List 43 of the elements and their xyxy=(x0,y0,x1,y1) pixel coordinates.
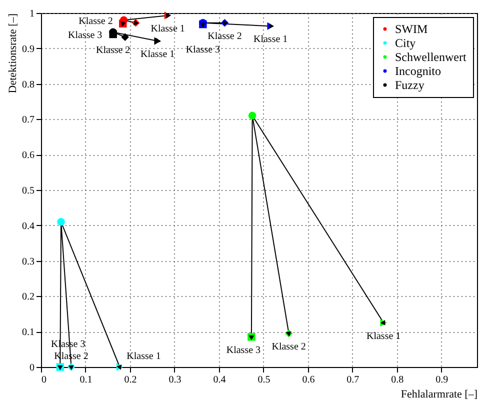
x-tick-label: 0.6 xyxy=(302,374,315,386)
y-tick-label: 0.9 xyxy=(22,44,34,55)
x-tick-label: 0 xyxy=(42,374,46,386)
y-tick-label: 0.1 xyxy=(22,327,34,338)
legend-label: SWIM xyxy=(395,22,428,36)
annotation: Klasse 2 xyxy=(272,341,306,352)
annotation: Klasse 3 xyxy=(68,30,102,42)
x-axis-title: Fehlalarmrate [–] xyxy=(400,388,478,400)
point xyxy=(57,218,65,226)
annotation: Klasse 1 xyxy=(253,34,288,46)
point xyxy=(248,112,256,120)
y-tick-label: 1 xyxy=(30,8,34,20)
annotation: Klasse 2 xyxy=(96,45,130,56)
point xyxy=(154,37,161,45)
annotation: Klasse 1 xyxy=(140,48,175,60)
x-tick-label: 0.4 xyxy=(213,374,226,386)
y-axis-title: Detektionsrate [–] xyxy=(7,14,19,94)
x-tick-label: 0.2 xyxy=(124,374,137,386)
x-tick-label: 0.5 xyxy=(258,374,270,386)
annotation: Klasse 2 xyxy=(208,30,242,42)
annotation: Klasse 1 xyxy=(366,330,401,342)
legend-label: Fuzzy xyxy=(395,78,424,92)
y-tick-label: 0.6 xyxy=(22,150,34,162)
y-tick-label: 0.3 xyxy=(22,256,34,268)
legend-label: Incognito xyxy=(395,64,441,78)
annotation: Klasse 3 xyxy=(226,344,261,356)
x-tick-label: 0.8 xyxy=(391,374,404,386)
y-tick-label: 0.8 xyxy=(22,79,34,90)
y-tick-label: 0 xyxy=(30,362,34,374)
annotation: Klasse 2 xyxy=(78,16,113,27)
y-tick-label: 0.2 xyxy=(22,292,34,303)
x-tick-label: 0.1 xyxy=(80,374,92,386)
annotation: Klasse 1 xyxy=(150,23,185,34)
annotation: Klasse 3 xyxy=(186,44,220,56)
y-tick-label: 0.7 xyxy=(22,114,34,126)
x-tick-label: 0.9 xyxy=(436,374,448,386)
y-tick-label: 0.4 xyxy=(22,220,34,232)
x-tick-label: 0.7 xyxy=(346,374,360,386)
y-tick-label: 0.5 xyxy=(22,186,34,196)
legend-label: Schwellenwert xyxy=(395,50,467,64)
annotation: Klasse 1 xyxy=(126,351,161,362)
x-tick-label: 0.3 xyxy=(168,374,182,386)
legend-label: City xyxy=(395,36,416,50)
